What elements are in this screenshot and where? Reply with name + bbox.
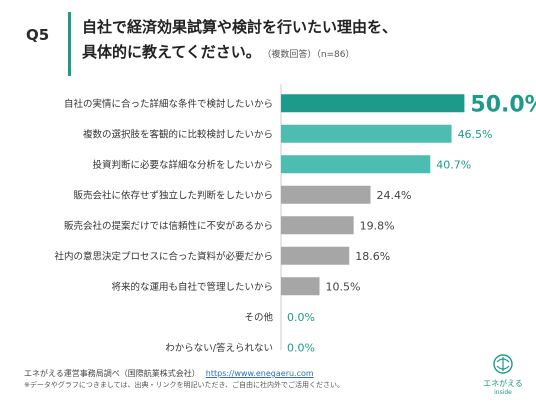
footer-note: ※データやグラフにつきましては、出典・リンクを明記いただき、ご自由に社内外でご活… <box>24 381 345 389</box>
value-label: 24.4% <box>377 189 412 202</box>
value-label: 0.0% <box>287 341 315 352</box>
title-accent-bar <box>68 12 71 76</box>
chart-title-note: （複数回答）（n=86） <box>266 50 355 60</box>
value-label: 40.7% <box>436 158 471 171</box>
bar <box>281 216 354 235</box>
footer-link[interactable]: https://www.enegaeru.com <box>205 369 314 378</box>
value-label: 18.6% <box>355 250 390 263</box>
footer-source: エネがえる運営事務局調べ（国際航業株式会社） https://www.enegae… <box>24 368 314 379</box>
bar-chart: 自社の実情に合った詳細な条件で検討したいから 50.0% 複数の選択肢を客観的に比較… <box>54 84 536 352</box>
logo-text: エネがえる <box>483 379 523 388</box>
chart-title-line2: 具体的に教えてください。 （複数回答）（n=86） <box>82 41 355 62</box>
category-label: 社内の意思決定プロセスに合った資料が必要だから <box>54 250 273 262</box>
chart-title-line2-text: 具体的に教えてください。 <box>82 43 261 61</box>
bar <box>281 124 452 143</box>
value-label: 0.0% <box>287 311 315 324</box>
enegaeru-logo-icon <box>493 354 513 374</box>
category-label: その他 <box>244 311 273 323</box>
footer-source-text: エネがえる運営事務局調べ（国際航業株式会社） <box>24 369 200 378</box>
value-label: 50.0% <box>470 92 536 117</box>
category-label: 複数の選択肢を客観的に比較検討したいから <box>83 128 273 140</box>
bar <box>281 155 431 174</box>
category-label: 将来的な運用も自社で管理したいから <box>111 281 273 293</box>
bar <box>281 277 320 296</box>
category-label: 自社の実情に合った詳細な条件で検討したいから <box>64 98 273 110</box>
category-label: 販売会社に依存せず独立した判断をしたいから <box>73 189 273 201</box>
bar <box>281 185 371 204</box>
category-label: わからない/答えられない <box>165 342 273 352</box>
logo-subtext: inside <box>494 389 512 396</box>
bar <box>281 246 350 265</box>
bar <box>281 94 465 113</box>
category-label: 投資判断に必要な詳細な分析をしたいから <box>92 159 273 171</box>
value-label: 10.5% <box>326 280 361 293</box>
chart-title-line1: 自社で経済効果試算や検討を行いたい理由を、 <box>82 18 398 36</box>
value-label: 46.5% <box>458 128 493 141</box>
category-label: 販売会社の提案だけでは信頼性に不安があるから <box>64 220 273 232</box>
question-label: Q5 <box>26 26 50 44</box>
value-label: 19.8% <box>360 219 395 232</box>
